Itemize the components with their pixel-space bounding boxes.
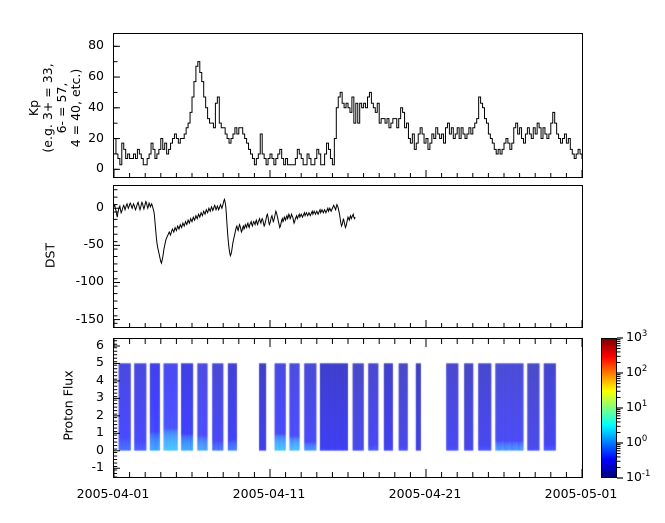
kp-ytick-label: 20 [88,129,104,145]
proton-flux-ytick-label: 1 [96,424,104,440]
proton-flux-ytick-label: 4 [96,371,104,387]
colorbar-tick-exponent: 2 [641,364,648,374]
x-axis-tick-label: 2005-05-01 [544,486,618,501]
kp-ytick-label: 60 [88,68,104,84]
colorbar-tick-mantissa: 10 [626,469,642,485]
colorbar-tick-exponent: 3 [641,329,648,339]
colorbar-tick-label: 101 [626,399,647,414]
kp-panel [113,33,583,178]
colorbar-tick-label: 10-1 [626,469,650,484]
colorbar-tick-mantissa: 10 [626,434,642,450]
proton-flux-ytick-label: 5 [96,354,104,370]
proton-flux-ytick-label: -1 [91,459,104,475]
colorbar-tick-label: 100 [626,434,647,449]
proton-flux-heatmap [114,339,582,477]
colorbar-tick-exponent: 0 [641,434,648,444]
dst-ytick-label: -150 [75,310,104,326]
colorbar-tick-mantissa: 10 [626,399,642,415]
x-axis-tick-label: 2005-04-21 [388,486,462,501]
colorbar-tick-label: 102 [626,364,647,379]
colorbar-tick-label: 103 [626,329,647,344]
proton-flux-panel [113,338,583,478]
proton-flux-ytick-label: 6 [96,336,104,352]
dst-ytick-label: -50 [83,236,104,252]
proton-flux-ytick-label: 3 [96,389,104,405]
proton-flux-ytick-label: 2 [96,406,104,422]
kp-plot-area [114,45,582,177]
kp-ytick-label: 80 [88,37,104,53]
kp-ytick-label: 40 [88,98,104,114]
colorbar-tick-mantissa: 10 [626,364,642,380]
dst-panel [113,185,583,328]
kp-ytick-label: 0 [96,160,104,176]
colorbar-tick-exponent: 1 [641,399,648,409]
colorbar-gradient [602,339,616,477]
colorbar [601,338,617,478]
x-axis-tick-label: 2005-04-01 [76,486,150,501]
colorbar-tick-exponent: -1 [641,469,651,479]
dst-plot-area [114,189,582,327]
proton-flux-ytick-label: 0 [96,441,104,457]
dst-ytick-label: 0 [96,199,104,215]
dst-ytick-label: -100 [75,273,104,289]
x-axis-tick-label: 2005-04-11 [232,486,306,501]
colorbar-ticks [617,337,623,479]
colorbar-tick-mantissa: 10 [626,329,642,345]
